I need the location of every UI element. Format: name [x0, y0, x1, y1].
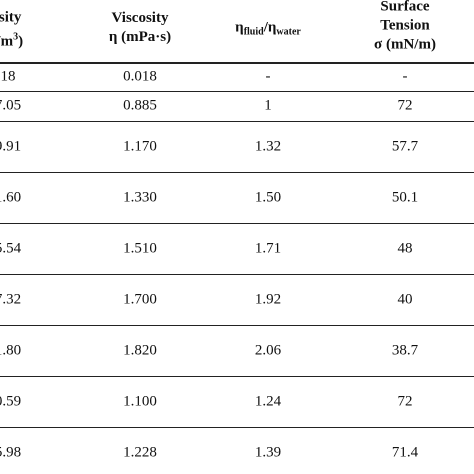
table-cell: 2.06 [254, 342, 282, 358]
table-cell: 7.32 [0, 291, 22, 307]
table-cell: 1.820 [123, 342, 157, 358]
table-cell: 1.24 [254, 393, 282, 409]
header-text: g/m3) [0, 28, 23, 52]
table-cell: 1.700 [123, 291, 157, 307]
table-cell: 1.71 [254, 240, 282, 256]
header-text: Viscosity [111, 10, 169, 26]
header-text: σ (mN/m) [374, 36, 436, 53]
header-text: ) [18, 33, 24, 50]
row-rule [0, 274, 474, 275]
header-cell: Viscosity η (mPa·s) [109, 9, 171, 47]
header-cell: nsity g/m3) [0, 9, 23, 52]
header-sub: fluid [243, 26, 264, 38]
header-text: /η [263, 19, 277, 36]
table-cell: 5.54 [0, 240, 22, 256]
header-sub: water [276, 26, 301, 38]
row-rule [0, 325, 474, 326]
header-text: Tension [380, 17, 430, 34]
header-cell: Surface Tension σ (mN/m) [374, 0, 436, 55]
row-rule [0, 91, 474, 92]
table-cell: - [402, 68, 408, 84]
row-rule [0, 427, 474, 428]
table-cell: 1 [264, 97, 272, 114]
table-cell: 18 [0, 68, 16, 84]
table-cell: 0.018 [123, 68, 157, 84]
table-cell: 5.98 [0, 444, 22, 460]
header-text: η (mPa·s) [108, 29, 172, 45]
table-cell: 1.92 [254, 291, 282, 307]
table-cell: - [265, 68, 271, 84]
table-cell: 57.7 [391, 138, 419, 154]
table-cell: 7.05 [0, 97, 22, 114]
row-rule [0, 376, 474, 377]
table-cell: 1.100 [123, 393, 157, 409]
table-cell: 1.50 [254, 189, 282, 205]
header-sup: 3 [13, 31, 19, 43]
row-rule [0, 172, 474, 173]
table-cell: 1.330 [123, 189, 157, 205]
table-cell: 38.7 [391, 342, 419, 358]
table-cell: 48 [397, 240, 413, 256]
header-text: nsity [0, 9, 22, 26]
header-cell: ηfluid/ηwater [235, 19, 301, 42]
table-cell: 40 [397, 291, 413, 307]
header-text: g/m [0, 33, 14, 50]
table-cell: 1.39 [254, 444, 282, 460]
table-cell: 1.510 [123, 240, 157, 256]
table-cell: 1.60 [0, 189, 22, 205]
table-cell: 0.59 [0, 393, 22, 409]
table-cell: 1.80 [0, 342, 22, 358]
header-text: Surface [380, 0, 430, 15]
header-rule [0, 62, 474, 64]
row-rule [0, 223, 474, 224]
table-cell: 50.1 [391, 189, 419, 205]
table-cell: 71.4 [391, 444, 419, 460]
table-cell: 72 [397, 393, 413, 409]
table-cell: 1.32 [254, 138, 282, 154]
table-cell: 72 [397, 97, 413, 114]
table-cell: 1.170 [123, 138, 157, 154]
table-cell: 9.91 [0, 138, 22, 154]
row-rule [0, 121, 474, 122]
table-cell: 1.228 [123, 444, 157, 460]
table-cell: 0.885 [123, 97, 157, 114]
header-text: η [235, 19, 244, 36]
